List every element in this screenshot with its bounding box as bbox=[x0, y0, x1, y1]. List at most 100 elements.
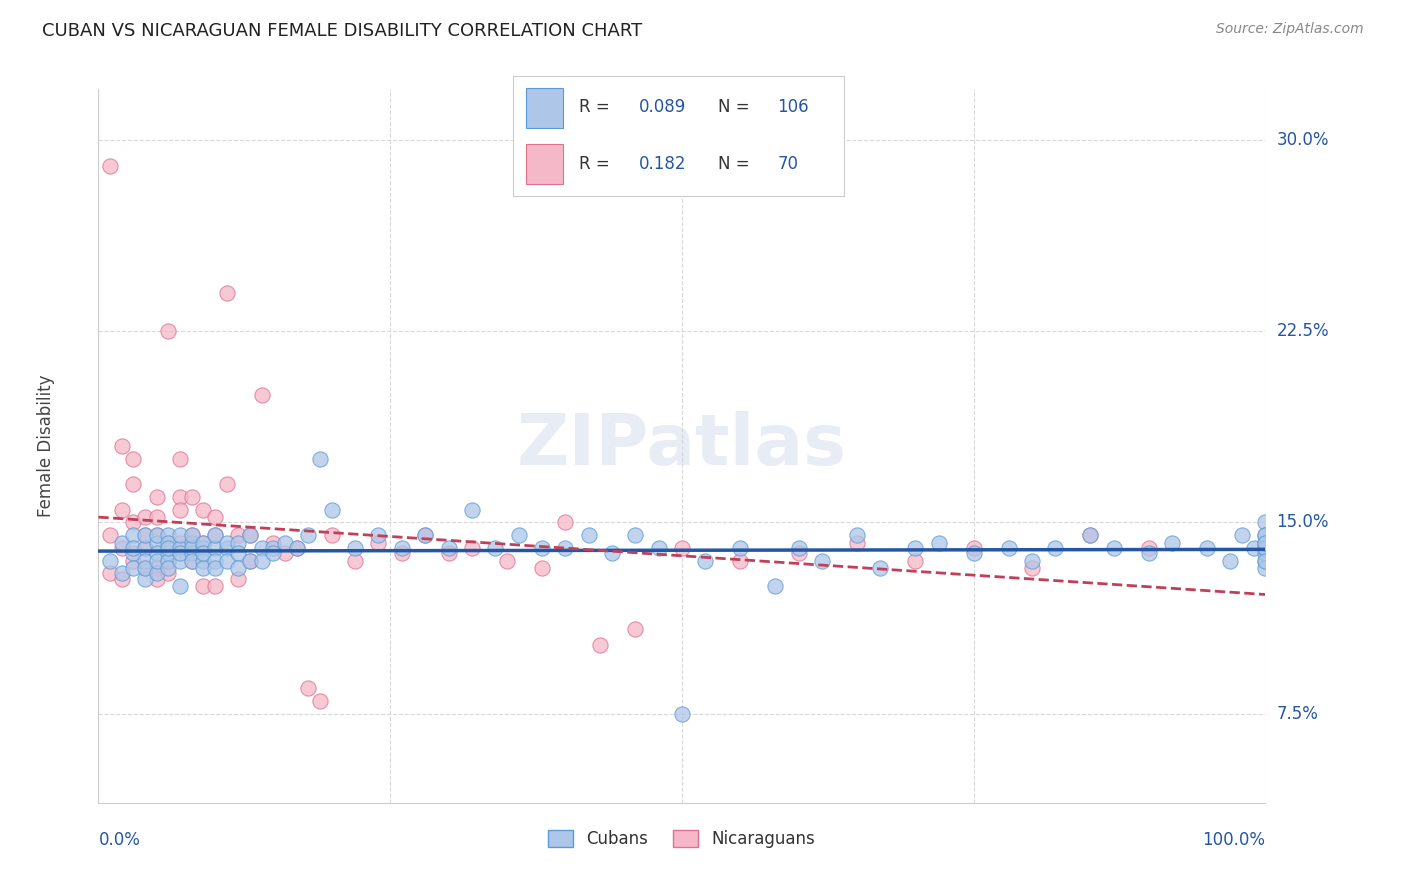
Point bbox=[461, 541, 484, 555]
Point bbox=[180, 528, 202, 542]
Point bbox=[1137, 546, 1160, 560]
Point bbox=[146, 510, 169, 524]
Point bbox=[274, 536, 297, 550]
Point bbox=[309, 451, 332, 466]
Point bbox=[180, 541, 202, 555]
Point bbox=[997, 541, 1019, 555]
Point bbox=[239, 554, 262, 568]
Point bbox=[122, 546, 145, 560]
Point bbox=[787, 541, 810, 555]
Text: ZIPatlas: ZIPatlas bbox=[517, 411, 846, 481]
Point bbox=[1254, 528, 1277, 542]
Point bbox=[250, 541, 273, 555]
Point bbox=[169, 536, 191, 550]
Point bbox=[215, 536, 238, 550]
Point bbox=[180, 546, 202, 560]
Point bbox=[239, 528, 262, 542]
Point bbox=[262, 536, 284, 550]
Text: Female Disability: Female Disability bbox=[37, 375, 55, 517]
Point bbox=[578, 528, 600, 542]
Point bbox=[180, 536, 202, 550]
Text: 106: 106 bbox=[778, 98, 808, 116]
Point bbox=[122, 541, 145, 555]
Point bbox=[391, 541, 413, 555]
Point bbox=[157, 324, 180, 338]
Text: 100.0%: 100.0% bbox=[1202, 830, 1265, 848]
Point bbox=[461, 502, 484, 516]
Point bbox=[928, 536, 950, 550]
Point bbox=[846, 528, 869, 542]
Point bbox=[904, 541, 927, 555]
Text: R =: R = bbox=[579, 98, 616, 116]
Point bbox=[367, 536, 389, 550]
Point bbox=[204, 579, 226, 593]
Point bbox=[1219, 554, 1241, 568]
Bar bbox=[526, 145, 562, 185]
Point bbox=[180, 554, 202, 568]
Point bbox=[1021, 561, 1043, 575]
Point bbox=[122, 561, 145, 575]
Text: 0.0%: 0.0% bbox=[98, 830, 141, 848]
Point bbox=[530, 541, 553, 555]
Point bbox=[600, 546, 623, 560]
Point bbox=[134, 561, 156, 575]
Point bbox=[1254, 516, 1277, 530]
Point bbox=[169, 451, 191, 466]
Point bbox=[180, 554, 202, 568]
Point bbox=[169, 490, 191, 504]
Point bbox=[169, 579, 191, 593]
Point bbox=[215, 286, 238, 301]
Point bbox=[157, 536, 180, 550]
Point bbox=[111, 439, 134, 453]
Point bbox=[169, 541, 191, 555]
Point bbox=[134, 561, 156, 575]
Point bbox=[530, 561, 553, 575]
Point bbox=[134, 541, 156, 555]
Point bbox=[193, 561, 215, 575]
Point bbox=[239, 554, 262, 568]
Point bbox=[215, 541, 238, 555]
Point bbox=[1254, 554, 1277, 568]
Point bbox=[1254, 536, 1277, 550]
Bar bbox=[526, 87, 562, 128]
Point bbox=[122, 528, 145, 542]
Point bbox=[962, 541, 984, 555]
Point bbox=[204, 561, 226, 575]
Point bbox=[1254, 541, 1277, 555]
Point bbox=[1137, 541, 1160, 555]
Point bbox=[157, 528, 180, 542]
Point bbox=[134, 528, 156, 542]
Text: 0.089: 0.089 bbox=[638, 98, 686, 116]
Point bbox=[869, 561, 891, 575]
Point bbox=[157, 541, 180, 555]
Text: 30.0%: 30.0% bbox=[1277, 131, 1329, 149]
Point bbox=[193, 536, 215, 550]
Point bbox=[763, 579, 786, 593]
Point bbox=[122, 554, 145, 568]
Point bbox=[204, 554, 226, 568]
Point bbox=[262, 546, 284, 560]
Point bbox=[787, 546, 810, 560]
Point bbox=[846, 536, 869, 550]
Text: N =: N = bbox=[718, 154, 755, 173]
Point bbox=[309, 694, 332, 708]
Point bbox=[250, 554, 273, 568]
Point bbox=[134, 528, 156, 542]
Point bbox=[671, 541, 693, 555]
Point bbox=[647, 541, 669, 555]
Point bbox=[204, 510, 226, 524]
Point bbox=[1197, 541, 1219, 555]
Point bbox=[391, 546, 413, 560]
Point bbox=[157, 561, 180, 575]
Point bbox=[1254, 546, 1277, 560]
Text: 70: 70 bbox=[778, 154, 799, 173]
Point bbox=[146, 572, 169, 586]
Point bbox=[193, 536, 215, 550]
Point bbox=[285, 541, 308, 555]
Point bbox=[134, 541, 156, 555]
Point bbox=[554, 541, 576, 555]
Point bbox=[262, 541, 284, 555]
Point bbox=[111, 572, 134, 586]
Point bbox=[157, 554, 180, 568]
Point bbox=[1254, 528, 1277, 542]
